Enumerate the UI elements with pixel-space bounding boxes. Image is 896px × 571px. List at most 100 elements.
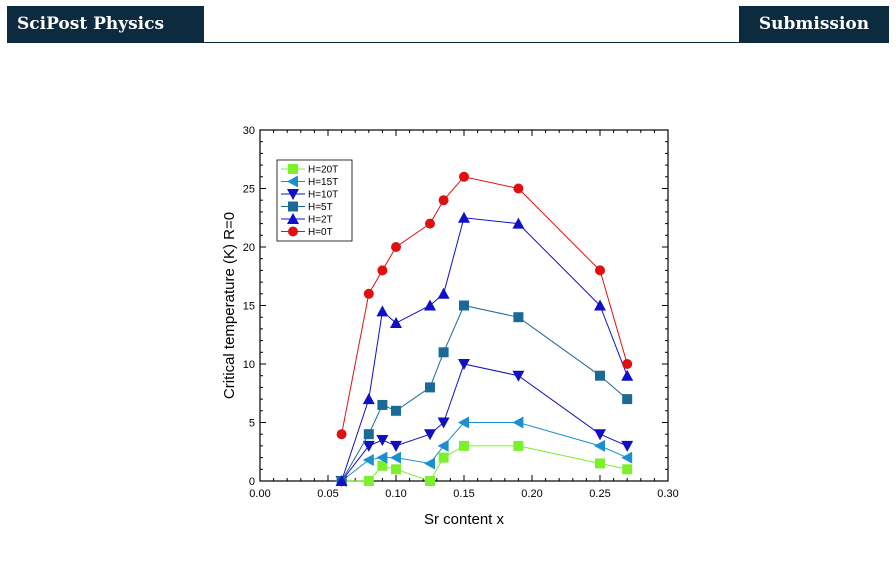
data-point (376, 305, 389, 317)
data-point (513, 183, 524, 194)
data-point (458, 416, 469, 429)
data-point (390, 451, 401, 464)
y-tick-label: 25 (243, 184, 255, 196)
data-point (595, 265, 605, 276)
header-rule (7, 42, 889, 43)
data-point (362, 440, 375, 452)
legend-marker (288, 226, 298, 237)
data-point (512, 217, 525, 229)
data-point (437, 439, 449, 452)
data-point (336, 429, 347, 440)
series-line (341, 176, 628, 435)
legend-marker (287, 213, 299, 224)
data-point (425, 218, 435, 229)
data-point (459, 300, 469, 311)
data-point (458, 211, 470, 223)
data-point (512, 416, 524, 429)
x-tick-label: 0.25 (589, 488, 610, 500)
journal-title: SciPost Physics (7, 6, 204, 43)
data-point (335, 475, 348, 486)
series-line (341, 363, 628, 482)
data-point (513, 312, 524, 323)
data-point (622, 464, 633, 475)
legend-label: H=2T (308, 215, 333, 226)
data-point (377, 399, 388, 410)
data-point (621, 369, 634, 381)
data-point (437, 417, 450, 429)
series-line (341, 422, 628, 482)
x-tick-label: 0.05 (317, 488, 338, 500)
series-h-10t (335, 359, 634, 487)
data-point (377, 460, 388, 471)
legend-marker (287, 175, 298, 188)
submission-badge: Submission (739, 6, 889, 43)
data-point (391, 405, 401, 416)
data-point (362, 453, 374, 466)
data-point (376, 435, 389, 447)
x-tick-label: 0.00 (249, 488, 270, 500)
series-line (341, 445, 628, 482)
data-point (363, 288, 374, 299)
data-point (622, 359, 633, 369)
series-line (341, 304, 628, 482)
data-point (424, 457, 435, 470)
data-point (594, 429, 606, 441)
y-tick-label: 10 (243, 359, 255, 371)
series-h-20t (336, 440, 633, 486)
data-point (438, 347, 449, 358)
data-point (391, 242, 401, 252)
legend-label: H=5T (308, 202, 333, 213)
data-point (594, 299, 606, 311)
data-point (362, 393, 375, 405)
data-point (425, 382, 435, 393)
data-point (621, 440, 634, 452)
x-tick-label: 0.10 (385, 488, 406, 500)
data-point (363, 429, 374, 440)
series-line (341, 217, 628, 482)
x-tick-label: 0.20 (521, 488, 542, 500)
legend-label: H=10T (308, 190, 338, 201)
legend-label: H=20T (308, 165, 338, 176)
data-point (595, 370, 605, 381)
data-point (390, 440, 402, 452)
data-point (376, 451, 388, 464)
y-axis-title: Critical temperature (K) R=0 (221, 212, 238, 399)
y-tick-label: 5 (249, 418, 255, 430)
data-point (512, 370, 525, 382)
legend-label: H=15T (308, 177, 338, 188)
x-axis-title: Sr content x (424, 511, 505, 528)
legend-marker (287, 189, 299, 200)
legend-marker (288, 164, 298, 174)
y-tick-label: 15 (243, 301, 255, 313)
data-point (595, 458, 605, 469)
y-tick-label: 20 (243, 242, 255, 254)
data-point (390, 317, 402, 329)
data-point (438, 452, 449, 463)
series-h-15t (335, 416, 633, 487)
x-tick-label: 0.30 (657, 488, 678, 500)
x-tick-label: 0.15 (453, 488, 474, 500)
series-h-0t (336, 171, 633, 440)
data-point (458, 359, 470, 370)
data-point (437, 287, 450, 299)
data-point (621, 451, 633, 464)
legend-marker (288, 201, 298, 212)
data-point (513, 440, 524, 451)
y-tick-label: 30 (243, 125, 255, 137)
data-point (459, 440, 469, 451)
series-h-2t (335, 211, 634, 486)
data-point (594, 439, 605, 452)
data-point (377, 265, 388, 276)
y-tick-label: 0 (249, 476, 255, 488)
data-point (425, 476, 435, 486)
data-point (363, 476, 374, 486)
data-point (438, 195, 449, 206)
data-point (424, 429, 436, 441)
data-point (459, 171, 469, 182)
legend-label: H=0T (308, 227, 333, 238)
data-point (391, 464, 401, 475)
data-point (424, 299, 436, 311)
data-point (622, 394, 633, 405)
